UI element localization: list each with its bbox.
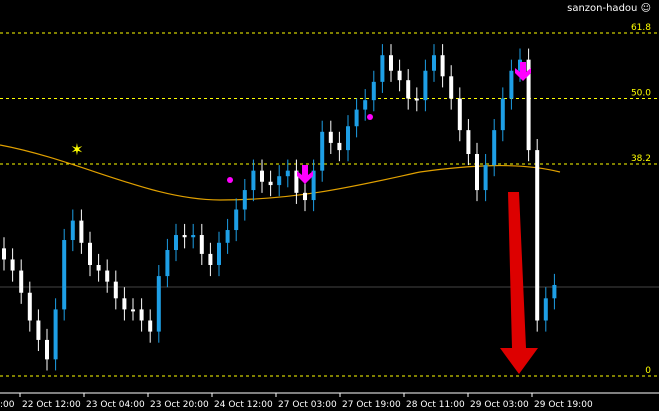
- candle-body: [105, 270, 110, 282]
- candle-body: [466, 130, 471, 154]
- moving-average-line: [0, 144, 561, 201]
- candle-body: [19, 270, 24, 293]
- candle-body: [62, 240, 67, 310]
- candle-body: [88, 242, 92, 265]
- candle-body: [380, 55, 385, 82]
- time-tick-label: :00: [0, 400, 15, 410]
- candle-body: [311, 170, 316, 201]
- candle-body: [182, 235, 187, 238]
- candle-body: [217, 242, 221, 265]
- candle-body: [449, 76, 454, 99]
- candle-body: [346, 126, 350, 151]
- candle-body: [199, 235, 204, 254]
- star-icon: ✶: [70, 140, 83, 159]
- candle-body: [303, 192, 307, 201]
- candle-body: [70, 220, 75, 241]
- candle-body: [414, 98, 419, 101]
- candle-body: [526, 59, 531, 151]
- signal-dot: [367, 114, 373, 120]
- candle-body: [320, 131, 325, 171]
- candle-body: [191, 235, 196, 238]
- candle-body: [432, 55, 436, 71]
- candle-body: [260, 170, 264, 182]
- candle-body: [535, 150, 540, 321]
- brand-text: sanzon-hadou: [567, 3, 638, 14]
- candle-body: [285, 170, 290, 177]
- candle-body: [294, 170, 299, 193]
- candle-body: [148, 320, 153, 332]
- candle-body: [27, 292, 32, 321]
- candle-body: [423, 70, 428, 101]
- candle-body: [483, 165, 488, 191]
- time-tick-label: 29 Oct 03:00: [470, 400, 529, 410]
- candle-body: [234, 209, 239, 231]
- candle-body: [96, 265, 101, 271]
- candle-body: [500, 98, 505, 131]
- candle-body: [406, 80, 411, 99]
- time-tick-label: 27 Oct 19:00: [342, 400, 401, 410]
- smiley-icon: ☺: [640, 3, 651, 14]
- sell-arrow-icon: [515, 62, 531, 81]
- fib-level-label: 61.8: [631, 23, 651, 33]
- candle-body: [131, 309, 135, 312]
- candle-body: [475, 154, 479, 191]
- candle-body: [363, 100, 368, 110]
- candle-body: [277, 176, 282, 186]
- candle-body: [36, 320, 41, 340]
- candle-body: [457, 98, 462, 131]
- fib-level-label: 38.2: [631, 154, 651, 164]
- time-tick-label: 23 Oct 20:00: [150, 400, 209, 410]
- candle-body: [552, 284, 557, 299]
- time-tick-label: 28 Oct 11:00: [406, 400, 465, 410]
- candle-body: [45, 339, 49, 360]
- fib-level-label: 0: [645, 366, 651, 376]
- candle-body: [156, 276, 161, 332]
- candle-body: [371, 81, 376, 101]
- candle-body: [543, 298, 548, 321]
- candle-body: [337, 142, 342, 151]
- candle-body: [165, 250, 170, 277]
- candle-body: [79, 220, 84, 243]
- brand-label: sanzon-hadou ☺: [567, 3, 651, 14]
- candle-body: [174, 235, 178, 251]
- candle-body: [492, 130, 497, 166]
- candle-body: [139, 309, 144, 321]
- candle-body: [268, 181, 273, 186]
- candle-body: [113, 281, 118, 299]
- candle-body: [122, 298, 127, 310]
- candle-body: [251, 170, 256, 191]
- signal-dot: [227, 177, 233, 183]
- candle-body: [509, 70, 514, 99]
- candle-body: [389, 55, 393, 71]
- time-tick-label: 24 Oct 12:00: [214, 400, 273, 410]
- candle-body: [225, 230, 230, 243]
- candle-body: [208, 253, 213, 265]
- time-tick-label: 23 Oct 04:00: [86, 400, 145, 410]
- candle-body: [242, 190, 247, 210]
- candle-body: [328, 131, 333, 143]
- sell-arrow-icon: [297, 165, 313, 184]
- fib-level-label: 50.0: [631, 89, 651, 99]
- candle-body: [354, 109, 359, 127]
- candle-body: [10, 259, 15, 271]
- time-tick-label: 27 Oct 03:00: [278, 400, 337, 410]
- time-tick-label: 22 Oct 12:00: [22, 400, 81, 410]
- big-down-arrow-icon: [500, 192, 538, 374]
- candle-body: [440, 55, 445, 77]
- candle-body: [397, 70, 402, 81]
- candle-body: [53, 309, 58, 360]
- time-tick-label: 29 Oct 19:00: [534, 400, 593, 410]
- candle-body: [2, 248, 6, 260]
